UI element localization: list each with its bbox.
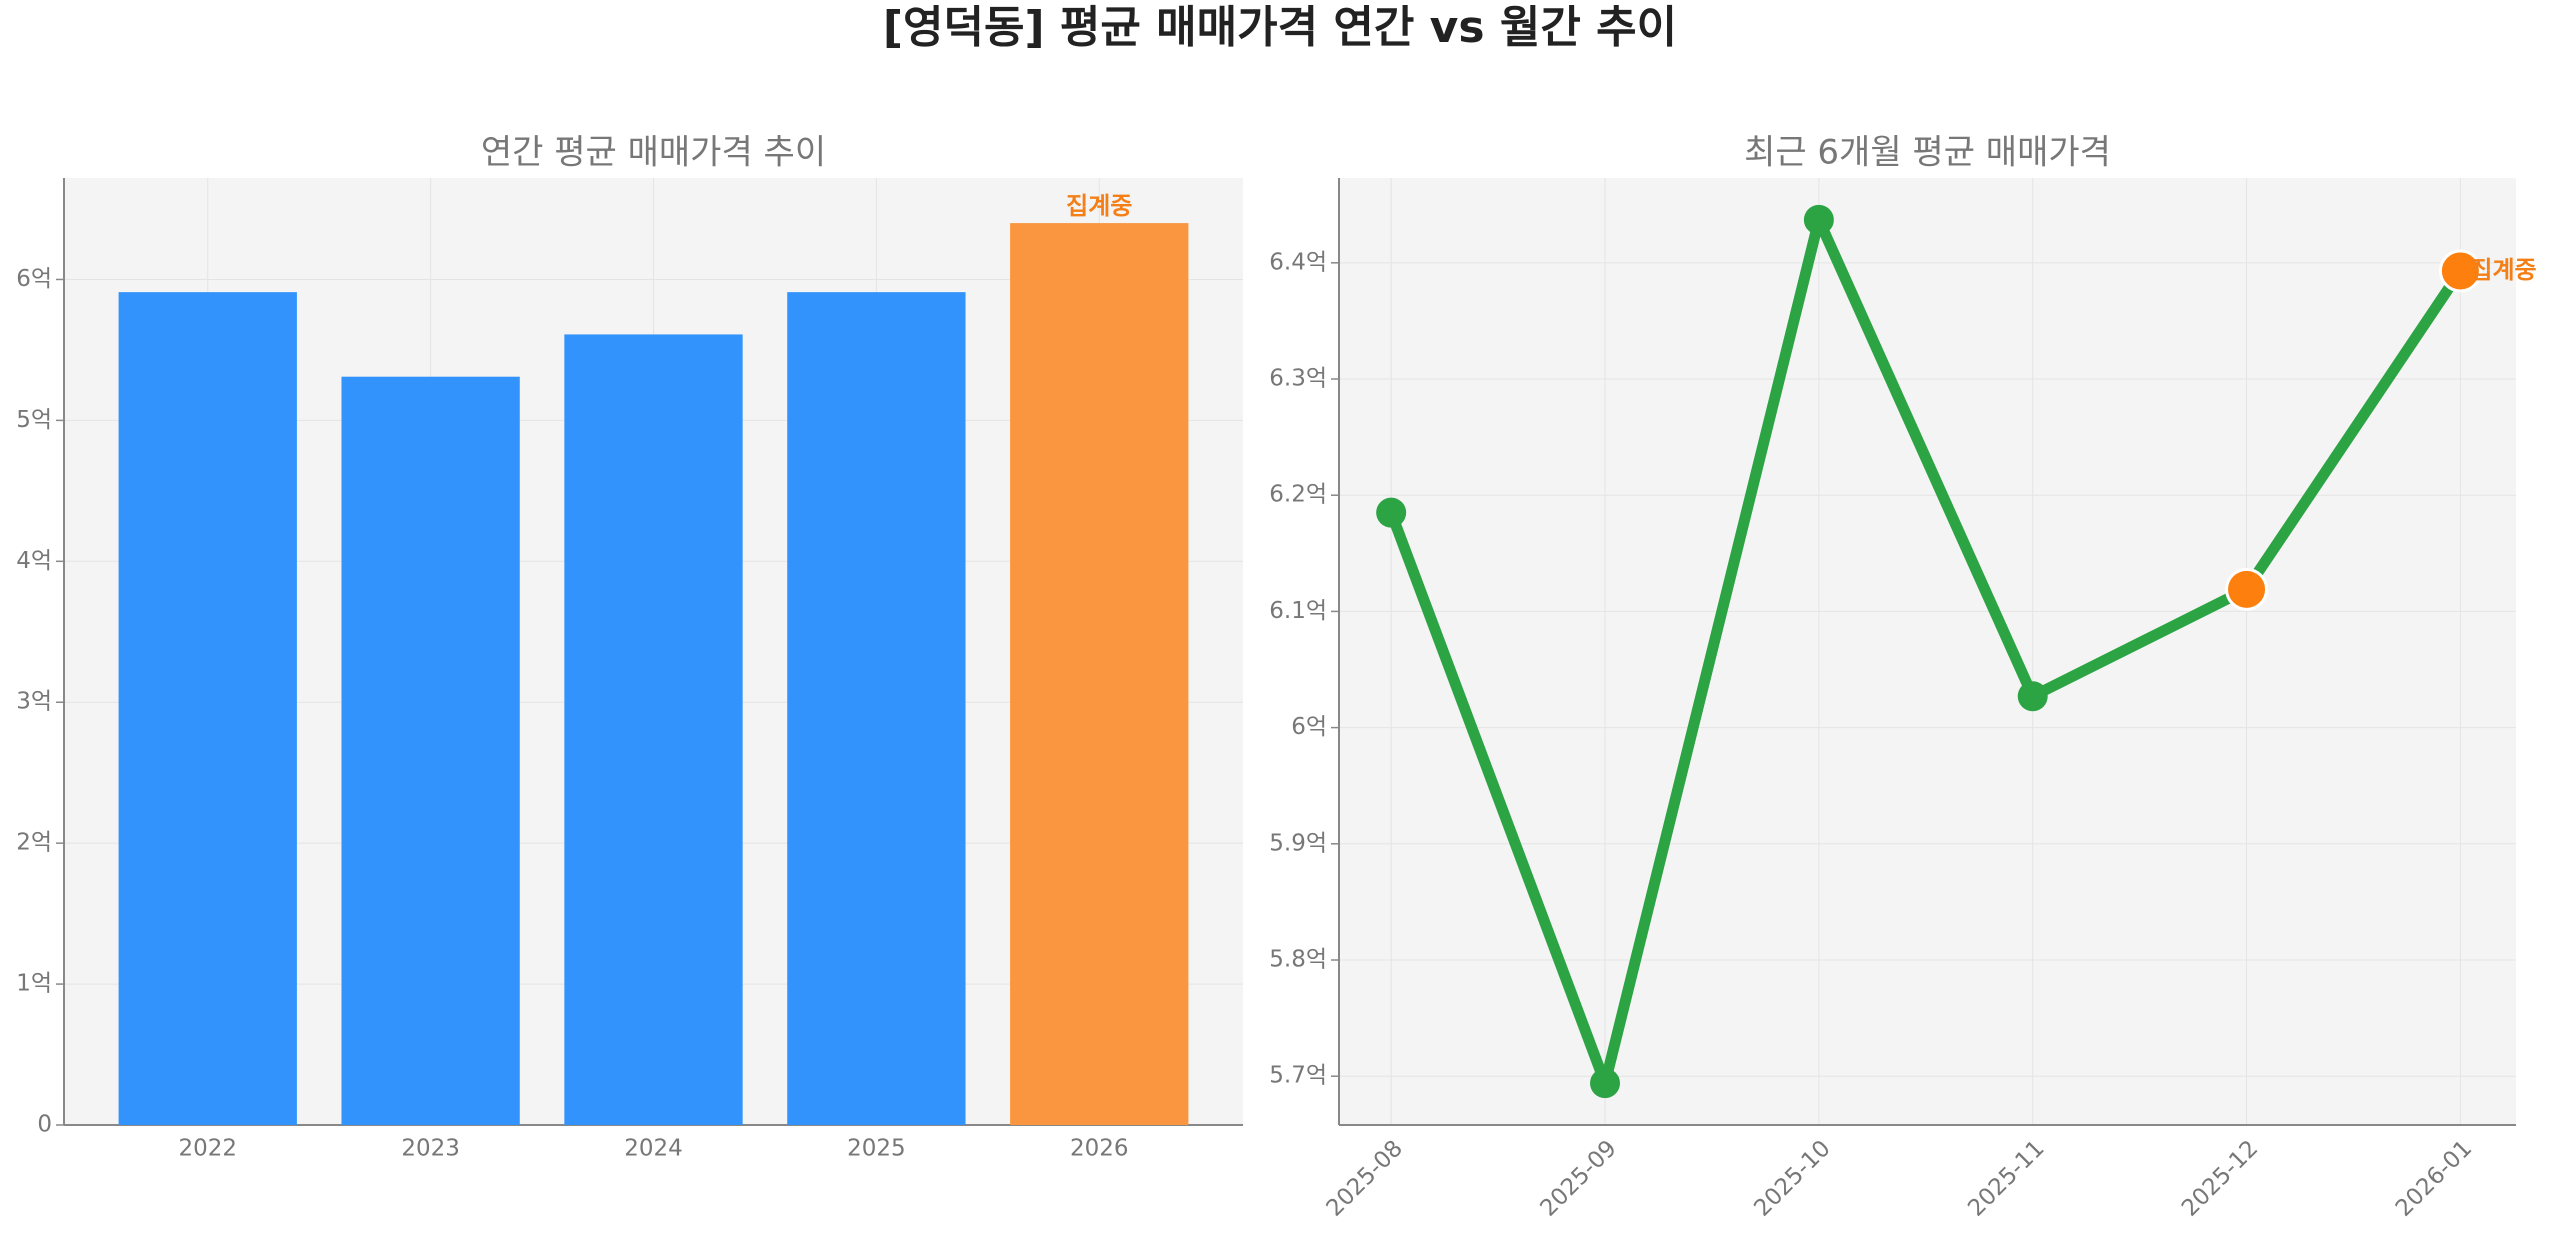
- subplot-title: 연간 평균 매매가격 추이: [481, 133, 826, 173]
- y-tick-label: 0: [37, 1112, 52, 1138]
- y-tick-label: 6.2억: [1269, 482, 1327, 508]
- point: [1590, 1068, 1621, 1099]
- y-tick-label: 5.8억: [1269, 947, 1327, 973]
- point: [1803, 204, 1834, 235]
- annotation: 집계중: [2470, 256, 2536, 284]
- x-tick-label: 2023: [401, 1136, 460, 1162]
- y-tick-label: 4억: [16, 548, 52, 574]
- bar: [1010, 223, 1189, 1126]
- x-tick-label: 2025-10: [1749, 1135, 1835, 1221]
- y-tick-label: 5.9억: [1269, 830, 1327, 856]
- bar: [787, 292, 966, 1125]
- y-tick-label: 6억: [16, 266, 52, 292]
- x-tick-label: 2025-11: [1963, 1135, 2049, 1221]
- x-tick-label: 2024: [624, 1136, 683, 1162]
- x-tick-label: 2025-08: [1322, 1135, 1408, 1221]
- bar: [118, 292, 297, 1125]
- y-tick-label: 6억: [1291, 714, 1327, 740]
- bar: [341, 376, 520, 1125]
- point: [2017, 681, 2048, 712]
- x-tick-label: 2025-12: [2177, 1135, 2263, 1221]
- annotation: 집계중: [1066, 192, 1132, 220]
- y-tick-label: 1억: [16, 971, 52, 997]
- x-tick-label: 2025-09: [1536, 1135, 1622, 1221]
- plot-area: [1339, 178, 2516, 1125]
- point: [1376, 497, 1407, 528]
- x-tick-label: 2025: [847, 1136, 906, 1162]
- bar: [564, 334, 743, 1126]
- y-tick-label: 3억: [16, 689, 52, 715]
- subplot-title: 최근 6개월 평균 매매가격: [1744, 133, 2111, 173]
- x-tick-label: 2022: [178, 1136, 237, 1162]
- point: [2438, 249, 2482, 293]
- y-tick-label: 5억: [16, 407, 52, 433]
- y-tick-label: 2억: [16, 830, 52, 856]
- y-tick-label: 6.3억: [1269, 366, 1327, 392]
- y-tick-label: 6.1억: [1269, 598, 1327, 624]
- point: [2225, 567, 2269, 611]
- figure-title: [영덕동] 평균 매매가격 연간 vs 월간 추이: [883, 2, 1677, 53]
- x-tick-label: 2026-01: [2391, 1135, 2477, 1221]
- x-tick-label: 2026: [1070, 1136, 1129, 1162]
- line: [1386, 214, 2465, 1089]
- y-tick-label: 6.4억: [1269, 249, 1327, 275]
- y-tick-label: 5.7억: [1269, 1063, 1327, 1089]
